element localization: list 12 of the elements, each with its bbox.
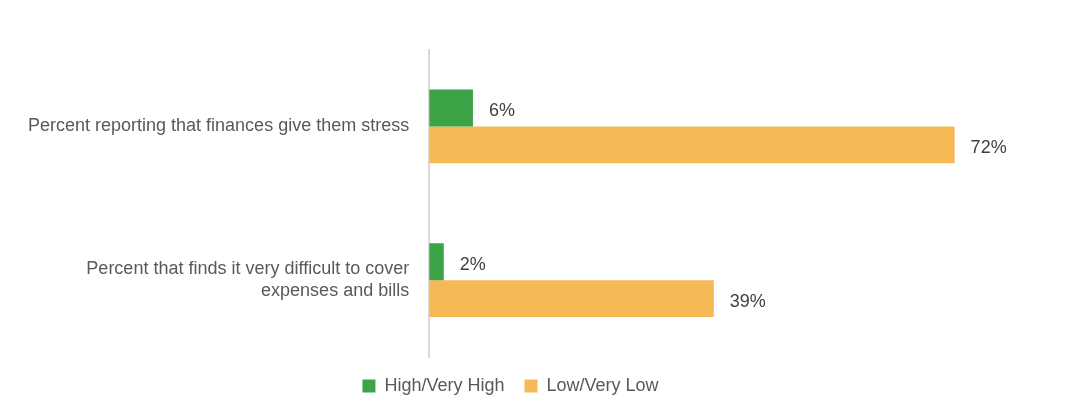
data-label: 39% <box>729 290 766 311</box>
legend-label: High/Very High <box>384 374 505 395</box>
bar <box>429 280 714 318</box>
bar <box>429 89 473 127</box>
bar <box>429 126 955 164</box>
y-tick-label: Percent that finds it very difficult to cover expenses and bills <box>86 258 410 300</box>
bar <box>429 243 444 281</box>
data-label: 6% <box>488 99 515 120</box>
data-label: 72% <box>970 136 1007 157</box>
legend-label: Low/Very Low <box>546 374 660 395</box>
data-label: 2% <box>459 253 486 274</box>
y-tick-label: Percent reporting that finances give them stress <box>27 115 410 136</box>
